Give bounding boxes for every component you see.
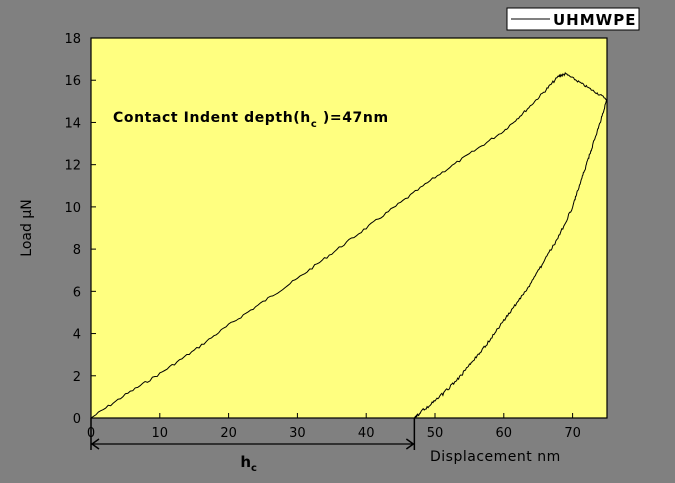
annotation-text: Contact Indent depth(h xyxy=(113,110,311,126)
y-tick-label: 8 xyxy=(73,243,81,258)
series-layer xyxy=(90,71,608,419)
annotation-indent-depth: Contact Indent depth(hc )=47nm xyxy=(113,110,389,130)
y-tick-label: 6 xyxy=(73,285,81,300)
hc-dimension-marker: hc xyxy=(90,418,416,474)
legend-label: UHMWPE xyxy=(553,11,636,29)
x-tick-label: 60 xyxy=(496,426,513,441)
hc-label: hc xyxy=(240,453,257,474)
hc-label-text: h xyxy=(240,453,251,471)
y-tick-label: 18 xyxy=(64,32,81,47)
x-tick-label: 50 xyxy=(427,426,444,441)
series-line-hold xyxy=(565,73,608,101)
annotation-suffix: )=47nm xyxy=(317,110,388,126)
y-tick-label: 0 xyxy=(73,412,81,427)
plot-area xyxy=(91,38,607,418)
series-line-unloading xyxy=(413,98,608,419)
series-line-loading xyxy=(90,71,567,419)
x-tick-label: 20 xyxy=(220,426,237,441)
y-tick-label: 12 xyxy=(64,159,81,174)
x-tick-label: 40 xyxy=(358,426,375,441)
y-tick-label: 4 xyxy=(73,328,81,343)
y-tick-label: 14 xyxy=(64,116,81,131)
legend-box xyxy=(506,7,640,31)
y-axis-ticks: 0 2 4 6 8 10 12 14 16 18 xyxy=(64,32,96,427)
x-axis-label: Displacement nm xyxy=(430,449,561,465)
y-axis-label: Load µN xyxy=(19,199,35,256)
hc-label-subscript: c xyxy=(251,463,257,474)
y-tick-label: 2 xyxy=(73,370,81,385)
legend: UHMWPE xyxy=(506,7,640,31)
y-tick-label: 16 xyxy=(64,74,81,89)
x-tick-label: 10 xyxy=(152,426,169,441)
hc-arrow-left xyxy=(90,438,100,450)
plot-frame xyxy=(90,37,608,419)
x-tick-label: 30 xyxy=(289,426,306,441)
annotation-subscript: c xyxy=(311,119,318,130)
x-tick-label: 70 xyxy=(564,426,581,441)
hc-arrow-right xyxy=(405,438,415,450)
y-tick-label: 10 xyxy=(64,201,81,216)
